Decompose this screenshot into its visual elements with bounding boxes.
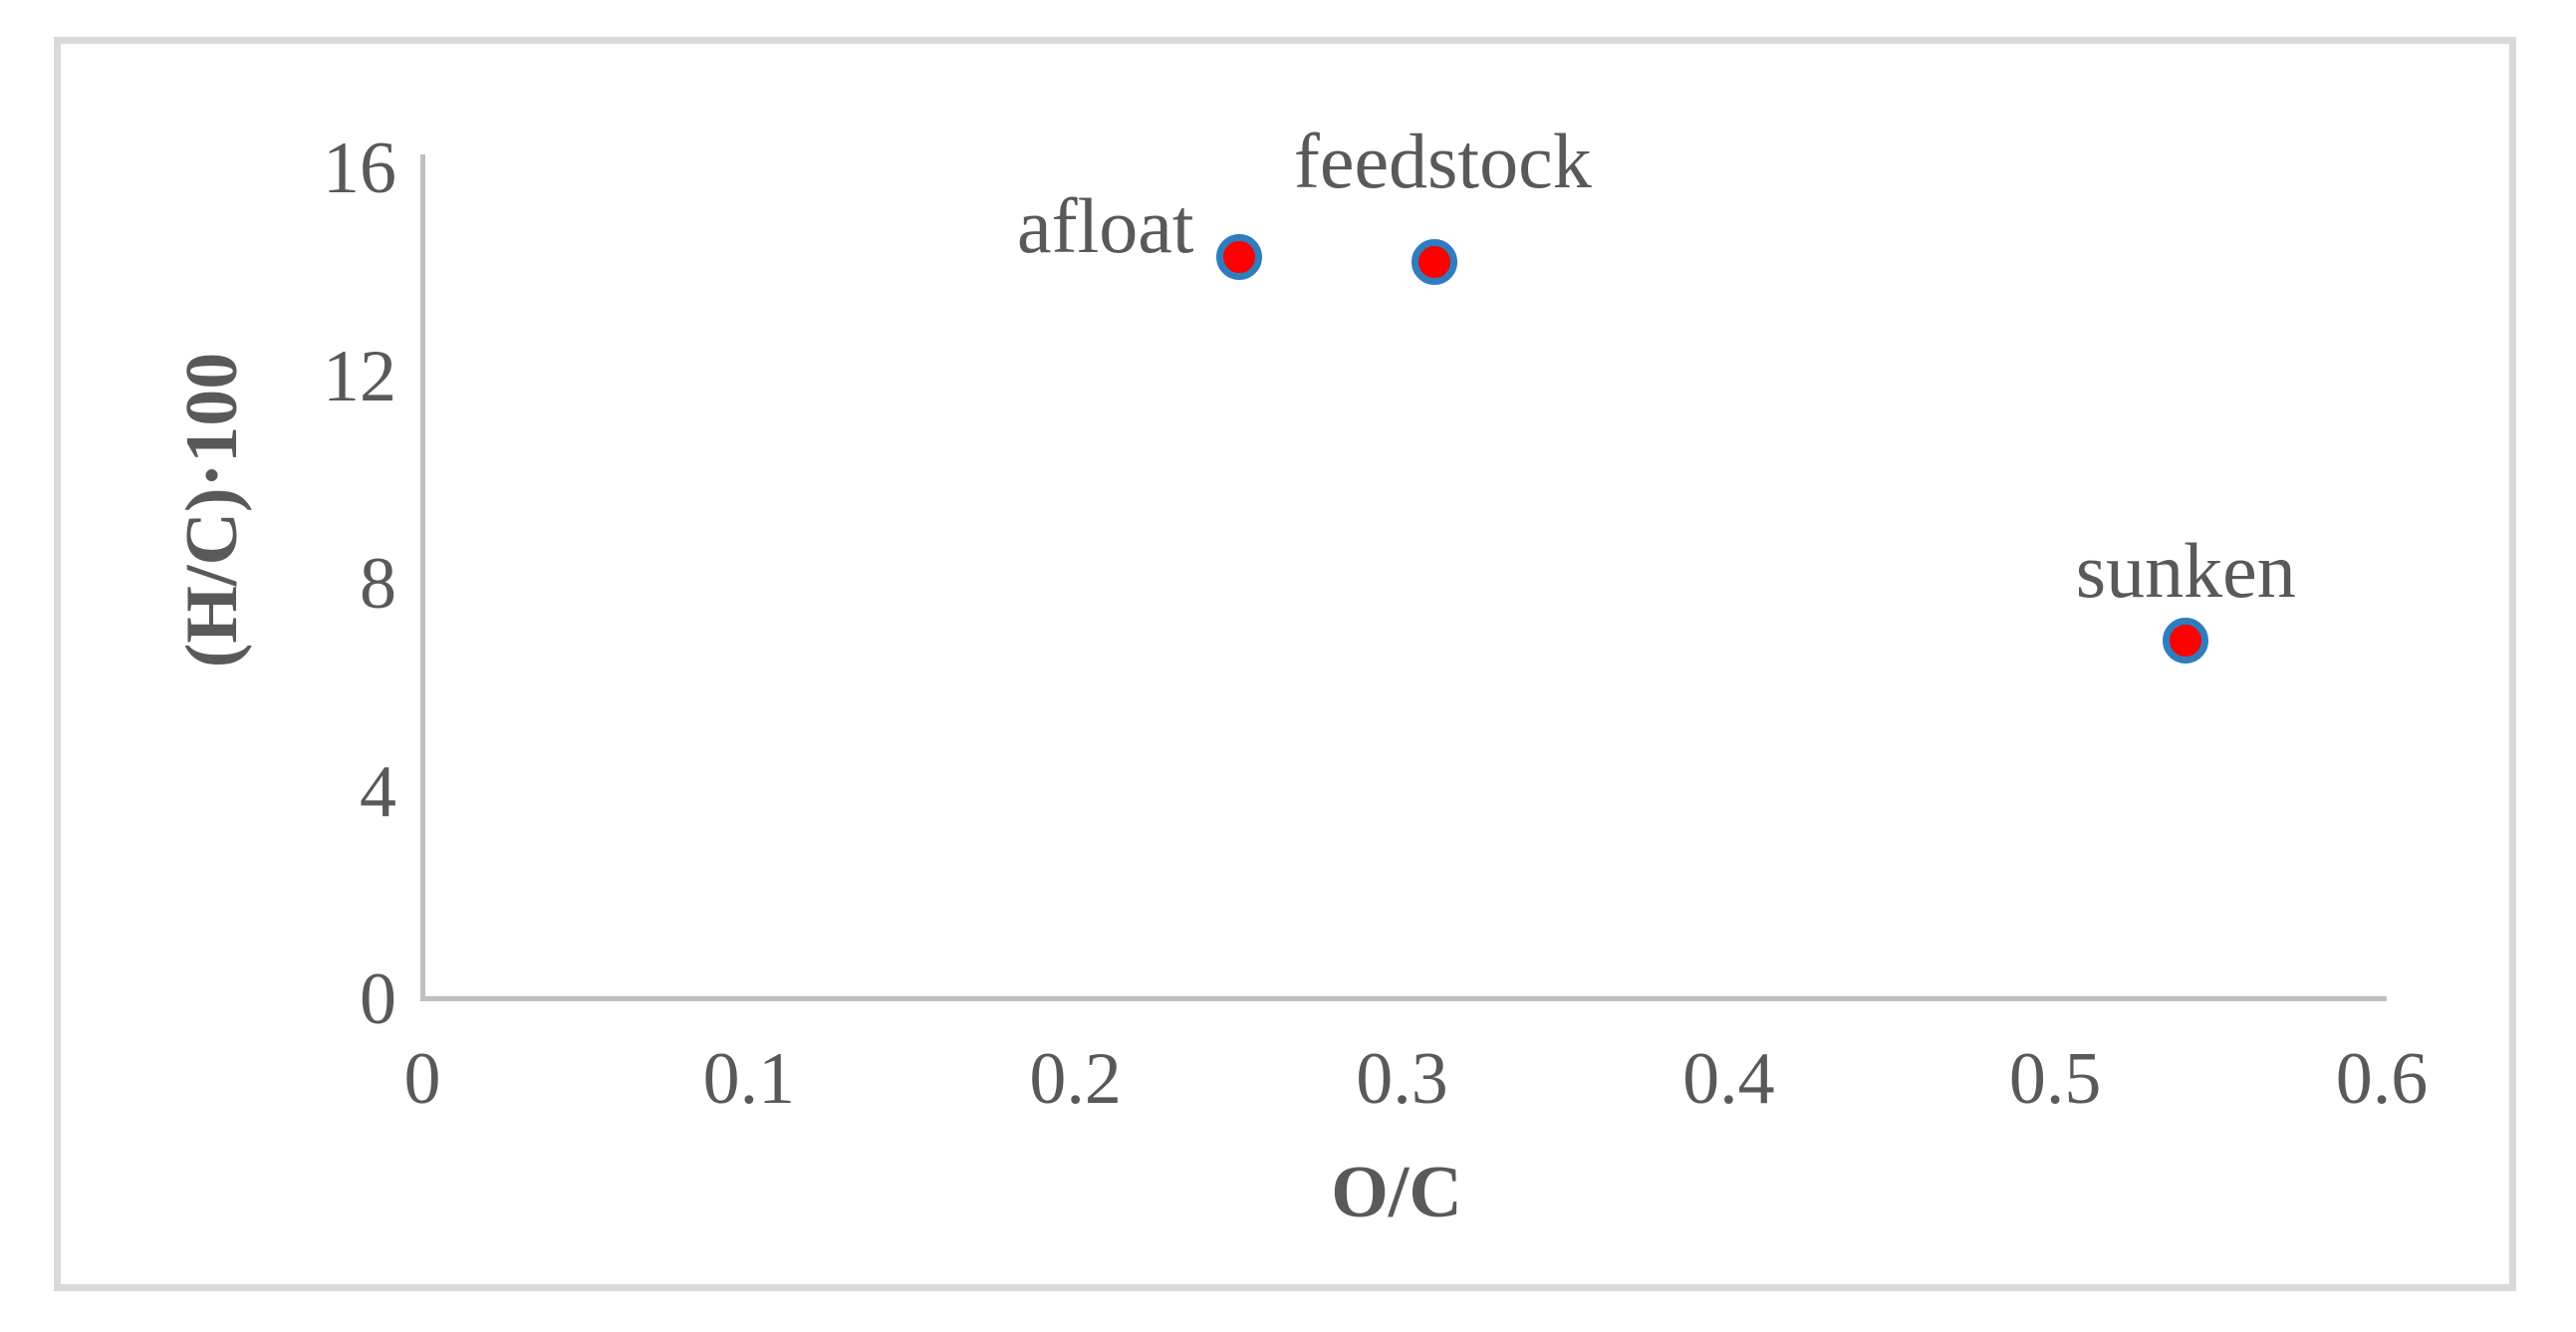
data-point-marker-feedstock [1412, 238, 1458, 285]
data-point-label-feedstock: feedstock [1293, 117, 1592, 204]
y-tick-label: 8 [360, 543, 396, 625]
y-axis-title: (H/C)·100 [171, 352, 253, 668]
y-tick-label: 4 [360, 750, 396, 833]
x-tick-label: 0.4 [1682, 1038, 1775, 1120]
y-tick-label: 12 [323, 335, 396, 417]
x-tick-label: 0.5 [2008, 1038, 2102, 1120]
data-point-label-afloat: afloat [1017, 181, 1194, 269]
x-tick-label: 0.6 [2335, 1038, 2429, 1120]
x-tick-label: 0 [403, 1038, 441, 1120]
y-tick-label: 16 [323, 128, 396, 209]
data-point-marker-afloat [1215, 233, 1262, 280]
x-tick-label: 0.3 [1356, 1038, 1448, 1120]
x-tick-label: 0.2 [1029, 1038, 1122, 1120]
x-axis-line [420, 996, 2387, 1001]
x-tick-label: 0.1 [702, 1038, 796, 1120]
data-point-marker-sunken [2163, 618, 2209, 665]
y-axis-line [420, 154, 425, 1001]
y-tick-label: 0 [360, 958, 396, 1040]
figure-border [54, 37, 2516, 1291]
data-point-label-sunken: sunken [2075, 527, 2296, 615]
x-axis-title: O/C [1331, 1152, 1462, 1233]
